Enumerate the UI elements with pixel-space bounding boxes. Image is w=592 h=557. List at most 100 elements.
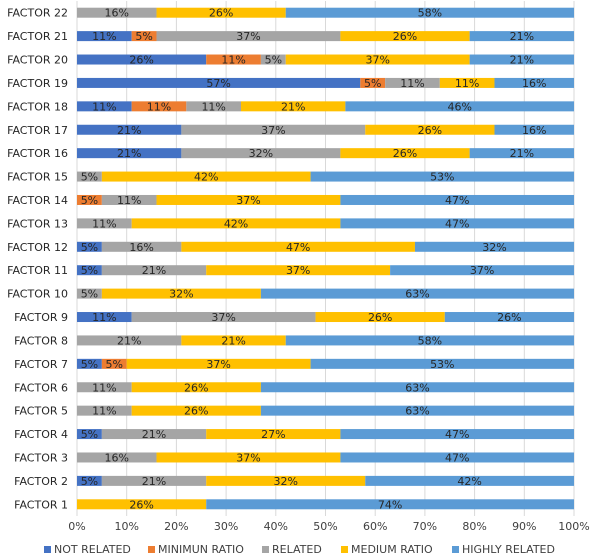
data-label: 63% <box>405 381 429 394</box>
bar-segment <box>77 382 132 393</box>
bar-segment <box>365 124 495 135</box>
data-label: 21% <box>510 54 534 67</box>
data-label: 47% <box>445 194 469 207</box>
legend-label: RELATED <box>272 543 322 556</box>
data-label: 21% <box>510 30 534 43</box>
bar-segment <box>77 475 102 486</box>
bar-segment <box>77 241 102 252</box>
bar-segment <box>206 54 261 65</box>
data-label: 37% <box>236 194 260 207</box>
bar-segment <box>206 475 366 486</box>
data-label: 5% <box>81 428 98 441</box>
data-label: 11% <box>92 311 116 324</box>
bar-segment <box>101 241 182 252</box>
data-label: 21% <box>117 334 141 347</box>
bar-segment <box>77 101 132 112</box>
bar-segment <box>285 54 470 65</box>
data-label: 21% <box>142 475 166 488</box>
data-label: 37% <box>236 30 260 43</box>
bar-segment <box>385 77 440 88</box>
bar-segment <box>156 452 341 463</box>
data-label: 47% <box>445 451 469 464</box>
bar-segment <box>156 7 286 18</box>
x-axis-ticks: 0% 10% 20% 30% 40% 50% 60% 70% 80% 90% 100% <box>68 520 589 533</box>
category-label: FACTOR 10 <box>7 288 68 301</box>
legend-swatch <box>262 546 269 553</box>
data-label: 11% <box>117 194 141 207</box>
data-label: 26% <box>184 381 208 394</box>
bar-segment <box>77 77 361 88</box>
category-label: FACTOR 13 <box>7 217 68 230</box>
data-label: 32% <box>249 147 273 160</box>
data-label: 5% <box>135 30 152 43</box>
category-label: FACTOR 16 <box>7 147 68 160</box>
data-label: 26% <box>368 311 392 324</box>
bar-segment <box>101 358 127 369</box>
category-label: FACTOR 15 <box>7 171 68 184</box>
x-tick-label: 90% <box>512 520 536 533</box>
data-label: 11% <box>92 100 116 113</box>
bar-segment <box>77 312 132 323</box>
bar-segment <box>469 148 574 159</box>
data-label: 53% <box>430 358 454 371</box>
data-label: 5% <box>81 241 98 254</box>
data-label: 16% <box>522 77 546 90</box>
bar-segment <box>260 288 574 299</box>
data-label: 11% <box>400 77 424 90</box>
data-label: 37% <box>206 358 230 371</box>
bar-segment <box>285 335 574 346</box>
data-label: 5% <box>81 475 98 488</box>
legend-swatch <box>44 546 51 553</box>
data-label: 47% <box>286 241 310 254</box>
bar-segment <box>186 101 242 112</box>
bar-segment <box>365 475 574 486</box>
bar-segment <box>340 218 574 229</box>
legend-swatch <box>452 546 459 553</box>
bar-segment <box>340 148 470 159</box>
bar-segment <box>77 288 102 299</box>
bar-segment <box>340 429 574 440</box>
data-label: 21% <box>142 428 166 441</box>
bar-segment <box>77 171 102 182</box>
data-label: 37% <box>286 264 310 277</box>
category-label: FACTOR 3 <box>14 451 68 464</box>
bar-segment <box>206 429 341 440</box>
bar-segment <box>101 288 261 299</box>
bar-segment <box>241 101 346 112</box>
bar-segment <box>77 499 207 510</box>
bar-segment <box>126 358 311 369</box>
data-label: 5% <box>265 54 282 67</box>
data-label: 58% <box>418 7 442 20</box>
bar-segment <box>77 148 182 159</box>
category-label: FACTOR 5 <box>14 405 68 418</box>
bar-segment <box>340 194 574 205</box>
bar-segment <box>77 31 132 42</box>
data-label: 63% <box>405 288 429 301</box>
data-label: 5% <box>81 264 98 277</box>
x-tick-label: 50% <box>313 520 337 533</box>
data-label: 74% <box>378 498 402 511</box>
x-tick-label: 80% <box>462 520 486 533</box>
category-label: FACTOR 22 <box>7 7 68 20</box>
category-label: FACTOR 12 <box>7 241 68 254</box>
data-label: 5% <box>364 77 381 90</box>
category-label: FACTOR 18 <box>7 100 68 113</box>
bar-segment <box>156 31 341 42</box>
bar-segment <box>131 312 316 323</box>
data-label: 37% <box>211 311 235 324</box>
data-label: 11% <box>221 54 245 67</box>
data-label: 11% <box>92 217 116 230</box>
category-label: FACTOR 2 <box>14 475 68 488</box>
legend-swatch <box>341 546 348 553</box>
legend-label: HIGHLY RELATED <box>462 543 555 556</box>
data-label: 32% <box>169 288 193 301</box>
data-label: 32% <box>274 475 298 488</box>
data-label: 11% <box>92 30 116 43</box>
bar-segment <box>181 335 286 346</box>
bar-segment <box>469 54 574 65</box>
bar-segment <box>77 265 102 276</box>
category-label: FACTOR 7 <box>14 358 68 371</box>
data-label: 11% <box>201 100 225 113</box>
bar-segment <box>101 265 207 276</box>
